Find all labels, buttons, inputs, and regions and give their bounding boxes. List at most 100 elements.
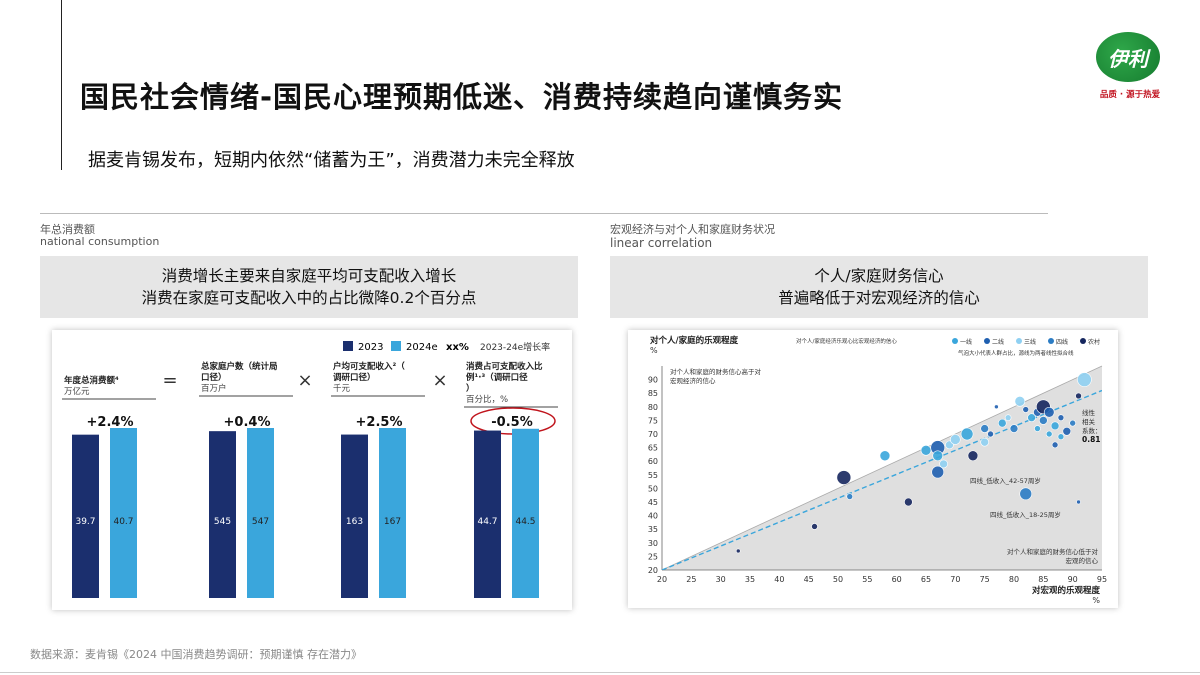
bar-value-label: 167 [384,517,401,527]
logo-mark-icon: 伊利 [1096,32,1160,82]
scatter-point [846,493,854,500]
scatter-point [1057,414,1065,421]
scatter-point [1057,433,1065,441]
scatter-point [994,404,999,410]
scatter-point [1075,392,1082,400]
x-axis-title: 对宏观的乐观程度 [1032,585,1101,596]
left-section-label-en: national consumption [40,235,160,248]
scatter-point [939,459,948,469]
group-label-line: 总家庭户数（统计局 [201,361,278,372]
bar [474,430,501,598]
y-tick-label: 50 [648,484,658,493]
bar [341,434,368,598]
operator-sign: × [297,370,312,391]
scatter-point [1045,430,1053,438]
annotation-lower-line: 对个人和家庭的财务信心低于对 [1007,547,1099,556]
scatter-point [997,418,1007,428]
scatter-point [1043,406,1055,418]
y-tick-label: 20 [648,566,658,575]
left-headline-2: 消费在家庭可支配收入中的占比微降0.2个百分点 [141,289,477,307]
x-tick-label: 50 [833,575,843,584]
scatter-legend-label: 一线 [960,338,972,346]
bar-chart-panel: 2023 2024e xx% 2023-24e增长率 = × × 年度总消费额⁴ 万亿元… [52,330,572,610]
scatter-legend-swatch [1048,338,1054,344]
scatter-point [1077,372,1092,387]
scatter-point [1062,426,1072,436]
y-tick-label: 75 [648,416,658,425]
scatter-legend-swatch [984,338,990,344]
right-headline-2: 普遍略低于对宏观经济的信心 [778,289,980,307]
scatter-point [879,450,891,462]
bar-legend: 2023 2024e xx% 2023-24e增长率 [343,341,550,353]
legend-swatch-2023 [343,341,353,351]
x-tick-label: 90 [1068,575,1078,584]
correlation-label-line: 线性 [1082,408,1096,417]
scatter-point [960,427,974,441]
scatter-legend-swatch [1016,338,1022,344]
left-headline-1: 消费增长主要来自家庭平均可支配收入增长 [161,267,457,285]
bar [247,428,274,598]
y-tick-label: 45 [648,498,658,507]
x-tick-label: 45 [804,575,814,584]
group-label-line: 户均可支配收入²（ [332,361,405,372]
scatter-point [1069,419,1076,427]
annotation-upper-line: 宏观经济的信心 [670,376,716,385]
scatter-point [967,450,979,462]
y-tick-label: 55 [648,471,658,480]
brand-logo: 伊利 品质 · 源于热爱 [1090,32,1170,104]
growth-label: +2.4% [87,415,134,430]
scatter-point [811,523,818,530]
scatter-chart-panel: 对个人/家庭的乐观程度% 对个人/家庭经济乐观心比宏观经济的信心 一线 二线 三线 四线 农… [628,330,1118,608]
correlation-label-line: 相关 [1082,417,1096,426]
bar [72,434,99,598]
legend-label-2023: 2023 [358,342,383,353]
scatter-legend-title: 对个人/家庭经济乐观心比宏观经济的信心 [796,337,897,345]
legend-growth-sample: xx% [446,342,469,353]
group-unit: 百万户 [201,383,227,394]
x-tick-label: 60 [892,575,902,584]
group-label-line: 调研口径） [333,372,376,383]
bar-value-label: 44.7 [477,517,497,527]
x-tick-label: 35 [745,575,755,584]
left-headline-box: 消费增长主要来自家庭平均可支配收入增长 消费在家庭可支配收入中的占比微降0.2个… [40,256,578,318]
scatter-point [1022,406,1030,413]
left-section-label: 年总消费额 [40,223,95,236]
group-label-line: 年度总消费额⁴ [64,375,119,386]
bar [512,428,539,598]
group-label-line: 口径） [201,372,227,383]
accent-line [61,0,62,170]
logo-mark-text: 伊利 [1108,46,1148,71]
bar-value-label: 40.7 [113,517,133,527]
right-section-label: 宏观经济与对个人和家庭财务状况 [610,223,775,236]
bar-chart: 2023 2024e xx% 2023-24e增长率 = × × 年度总消费额⁴万亿元… [62,341,558,598]
x-tick-label: 85 [1038,575,1048,584]
scatter-legend-label: 农村 [1088,338,1100,346]
right-section-label-en: linear correlation [610,236,713,250]
legend-swatch-2024e [391,341,401,351]
scatter-point [1014,396,1026,407]
right-headline-1: 个人/家庭财务信心 [814,267,944,285]
x-tick-label: 25 [686,575,696,584]
scatter-point [1009,424,1019,433]
x-tick-label: 30 [716,575,726,584]
scatter-legend-label: 三线 [1024,338,1036,346]
x-tick-label: 95 [1097,575,1107,584]
scatter-point [980,424,989,433]
callout-label: 四线_低收入_42-57周岁 [970,476,1041,485]
x-axis-unit: % [1092,596,1100,605]
scatter-chart: 对个人/家庭的乐观程度% 对个人/家庭经济乐观心比宏观经济的信心 一线 二线 三线 四线 农… [648,335,1107,605]
page-subtitle: 据麦肯锡发布，短期内依然“储蓄为王”，消费潜力未完全释放 [88,150,575,171]
bar-value-label: 163 [346,517,363,527]
bar-value-label: 39.7 [75,517,95,527]
section-divider [40,213,1048,214]
parity-line [661,365,1103,571]
x-tick-label: 80 [1009,575,1019,584]
scatter-point [987,430,994,438]
group-label-line: 例¹·³（调研口径 [466,372,528,383]
operator-sign: × [432,370,447,391]
y-tick-label: 85 [648,389,658,398]
x-tick-label: 65 [921,575,931,584]
x-tick-label: 20 [657,575,667,584]
scatter-point [1051,441,1059,449]
